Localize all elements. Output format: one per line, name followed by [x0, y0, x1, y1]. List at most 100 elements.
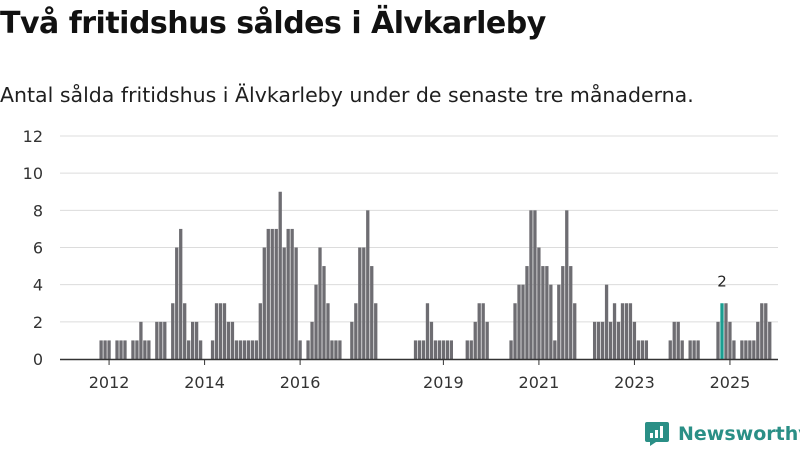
brand-name: Newsworthy — [678, 423, 800, 445]
bar — [183, 303, 187, 359]
bar — [429, 321, 434, 359]
bar — [433, 340, 438, 359]
bar — [573, 303, 577, 359]
bar — [222, 303, 227, 359]
bar — [509, 340, 513, 359]
x-tick-label: 2014 — [184, 373, 225, 392]
bar — [445, 340, 450, 359]
bar — [561, 266, 565, 359]
bar — [226, 321, 231, 359]
bar — [306, 340, 310, 359]
bar — [604, 284, 609, 359]
x-tick-label: 2021 — [519, 373, 560, 392]
highlight-bar — [720, 303, 724, 359]
bar — [218, 303, 223, 359]
bar — [334, 340, 338, 359]
bar — [310, 321, 314, 359]
bar — [672, 321, 676, 359]
bar — [322, 266, 326, 359]
bar — [624, 303, 629, 359]
bar — [469, 340, 473, 359]
bar — [417, 340, 422, 359]
bar — [413, 340, 418, 359]
y-tick-label: 2 — [33, 313, 43, 332]
x-axis-ticks: 2012 2014 2016 2019 2021 2023 2025 — [89, 359, 751, 392]
bar — [234, 340, 239, 359]
x-tick-label: 2025 — [710, 373, 751, 392]
bar — [278, 191, 282, 359]
x-tick-label: 2016 — [280, 373, 321, 392]
y-axis-ticks: 0 2 4 6 8 10 12 — [23, 127, 43, 369]
bar — [119, 340, 123, 359]
bar — [143, 340, 147, 359]
bar — [553, 340, 557, 359]
bar — [155, 321, 159, 359]
bar-chart: 0 2 4 6 8 10 12 2012 2014 2016 2019 2021 2023 2025 2 — [23, 127, 778, 392]
bar — [350, 321, 354, 359]
y-tick-label: 8 — [33, 201, 43, 220]
bar — [764, 303, 768, 359]
bar — [628, 303, 633, 359]
bar — [270, 228, 274, 359]
bar — [123, 340, 127, 359]
bar — [214, 303, 219, 359]
bar — [254, 340, 258, 359]
bar — [175, 247, 179, 359]
bar — [696, 340, 700, 359]
x-tick-label: 2012 — [89, 373, 130, 392]
bar — [250, 340, 254, 359]
y-tick-label: 4 — [33, 276, 43, 295]
bar — [513, 303, 517, 359]
bar — [286, 228, 290, 359]
bar — [198, 340, 203, 359]
bar — [680, 340, 684, 359]
bar — [569, 266, 573, 359]
bar — [565, 210, 569, 359]
bar — [262, 247, 266, 359]
bar — [449, 340, 453, 359]
bar — [620, 303, 625, 359]
bar — [632, 321, 637, 359]
bar — [636, 340, 641, 359]
bar — [525, 266, 529, 359]
bar — [481, 303, 485, 359]
bar — [242, 340, 247, 359]
bar — [187, 340, 191, 359]
bar — [159, 321, 163, 359]
bar — [752, 340, 756, 359]
bar — [318, 247, 322, 359]
bar — [99, 340, 103, 359]
bar — [374, 303, 378, 359]
bar — [756, 321, 760, 359]
gridlines — [60, 135, 778, 323]
bar — [473, 321, 477, 359]
bar — [748, 340, 752, 359]
annotations: 2 — [717, 272, 727, 290]
bar — [529, 210, 533, 359]
bar — [541, 266, 545, 359]
bar — [732, 340, 736, 359]
bar — [441, 340, 446, 359]
bar — [517, 284, 521, 359]
bar — [485, 321, 489, 359]
y-tick-label: 6 — [33, 239, 43, 258]
bar — [326, 303, 330, 359]
bar — [191, 321, 195, 359]
bar — [549, 284, 553, 359]
bar — [314, 284, 318, 359]
bar — [258, 303, 262, 359]
bar — [600, 321, 605, 359]
bar — [668, 340, 672, 359]
bar — [282, 247, 286, 359]
bar — [596, 321, 601, 359]
highlight-value-label: 2 — [717, 272, 727, 290]
newsworthy-icon — [645, 422, 669, 446]
bar — [744, 340, 748, 359]
bar — [477, 303, 481, 359]
bar — [354, 303, 358, 359]
bar — [728, 321, 732, 359]
bar — [147, 340, 151, 359]
newsworthy-logo[interactable]: Newsworthy — [644, 420, 800, 448]
bar — [246, 340, 251, 359]
bar — [612, 303, 617, 359]
